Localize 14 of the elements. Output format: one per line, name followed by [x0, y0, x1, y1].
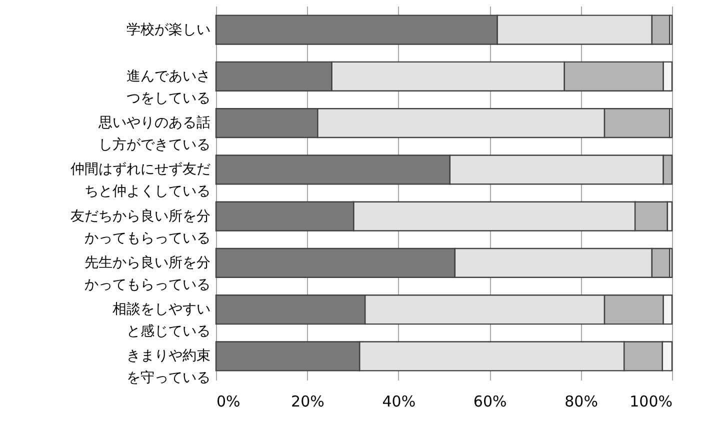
x-tick-label: 40% — [382, 392, 416, 410]
x-tick-label: 80% — [564, 392, 598, 410]
x-tick-label: 20% — [291, 392, 324, 410]
x-tick-label: 100% — [630, 392, 672, 410]
y-tick-label: 進んであいさつをしている — [126, 68, 210, 106]
y-tick-label: 学校が楽しい — [126, 22, 210, 38]
y-tick-label: 相談をしやすいと感じている — [112, 302, 210, 340]
y-tick-label: 思いやりのある話し方ができている — [98, 115, 210, 154]
y-tick-label: 先生から良い所を分かってもらっている — [84, 254, 210, 293]
y-tick-label: 仲間はずれにせず友だちと仲よくしている — [70, 162, 210, 200]
x-tick-label: 60% — [473, 392, 507, 410]
y-tick-label: 友だちから良い所を分かってもらっている — [70, 208, 210, 246]
x-tick-label: 0% — [216, 392, 240, 410]
y-tick-label: きまりや約束を守っている — [126, 348, 210, 386]
